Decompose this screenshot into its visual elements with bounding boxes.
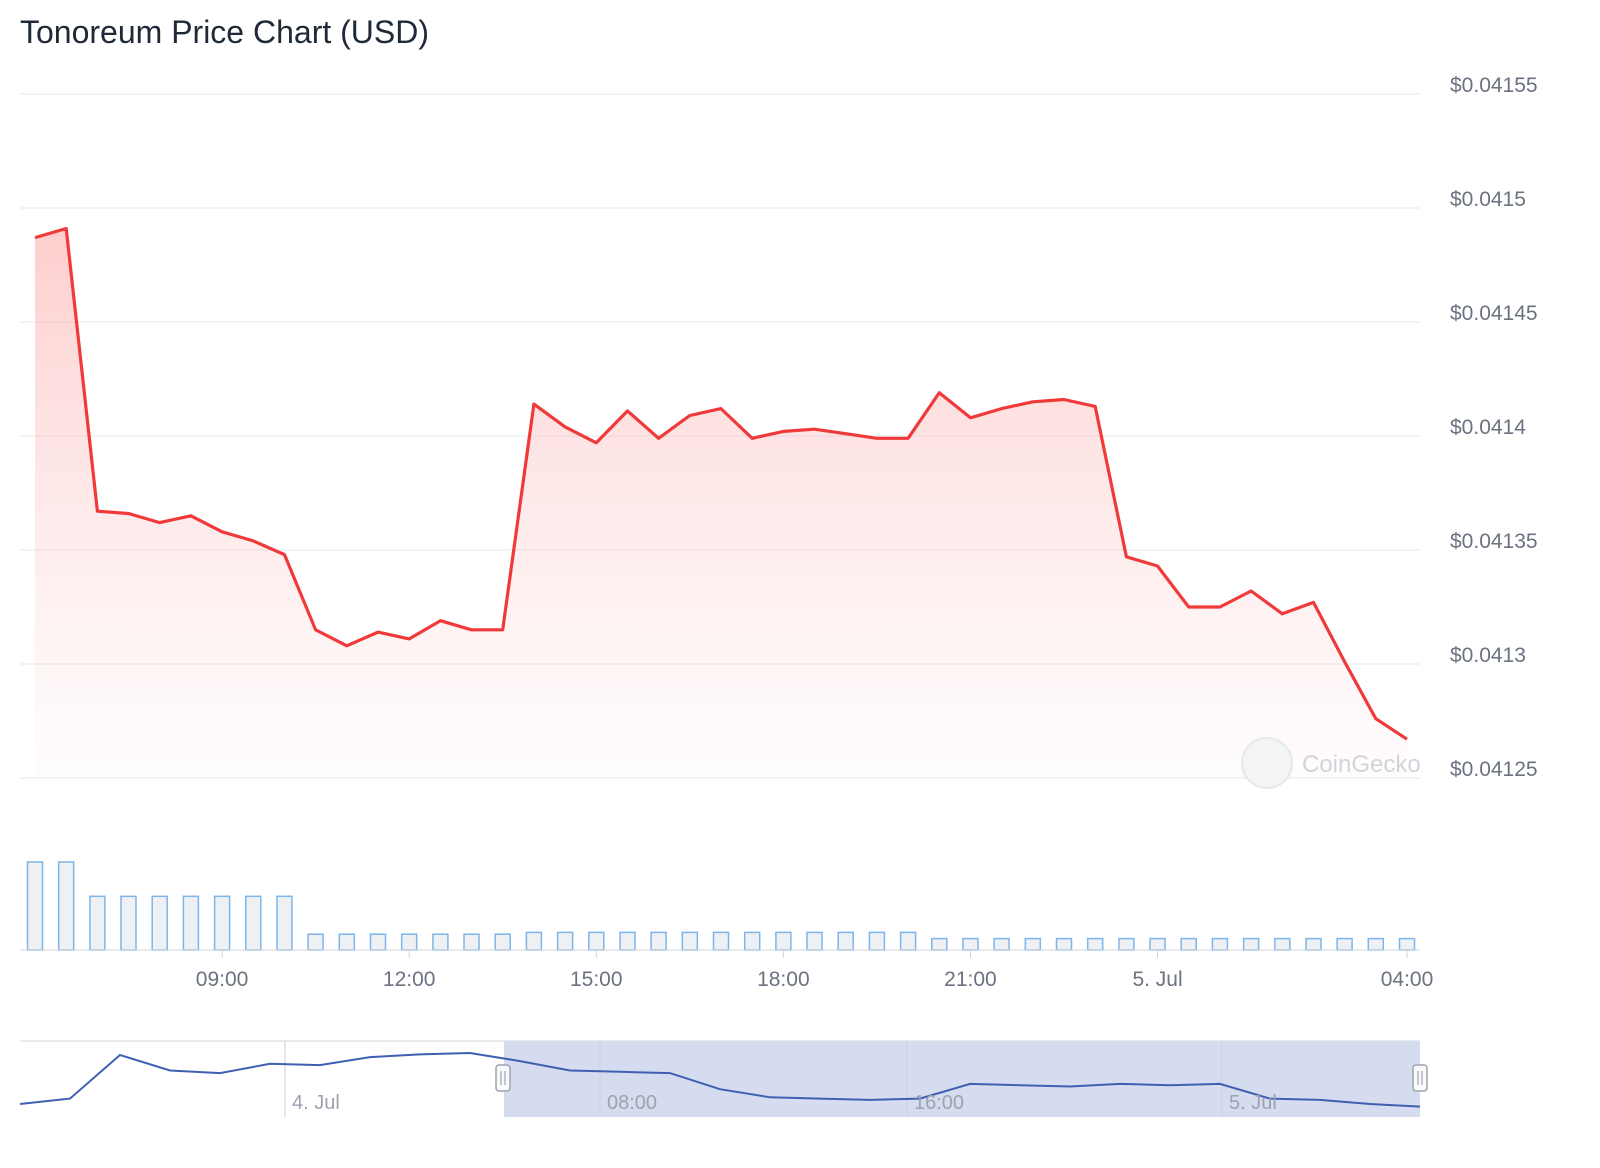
- volume-bar[interactable]: [338, 933, 356, 951]
- x-tick-label: 18:00: [757, 968, 810, 991]
- volume-bar[interactable]: [931, 937, 948, 951]
- volume-bar[interactable]: [1211, 937, 1229, 951]
- volume-bar[interactable]: [1336, 937, 1353, 951]
- volume-bar[interactable]: [712, 931, 730, 951]
- x-tick-label: 5. Jul: [1132, 968, 1182, 991]
- volume-bar[interactable]: [276, 895, 293, 951]
- volume-bar[interactable]: [400, 933, 418, 951]
- volume-bar[interactable]: [806, 931, 823, 951]
- volume-bar[interactable]: [1305, 937, 1322, 951]
- volume-bar[interactable]: [213, 895, 231, 951]
- volume-bar[interactable]: [1274, 937, 1291, 951]
- volume-bar[interactable]: [743, 931, 761, 951]
- volume-bar[interactable]: [1149, 937, 1166, 951]
- volume-bar[interactable]: [57, 861, 75, 951]
- volume-bar[interactable]: [120, 895, 137, 951]
- volume-bar[interactable]: [650, 931, 667, 951]
- volume-bar[interactable]: [681, 931, 699, 951]
- price-line[interactable]: [34, 226, 1408, 741]
- volume-bar[interactable]: [775, 931, 792, 951]
- x-axis: 09:00 12:00 15:00 18:00 21:00 5. Jul 04:00: [196, 950, 1433, 991]
- volume-bar[interactable]: [494, 933, 511, 951]
- navigator-tick-label: 08:00: [607, 1092, 657, 1114]
- navigator-right-handle[interactable]: [1412, 1064, 1428, 1092]
- volume-bar[interactable]: [868, 931, 886, 951]
- volume-bar[interactable]: [993, 937, 1010, 951]
- volume-bar[interactable]: [26, 861, 44, 951]
- volume-bar[interactable]: [1242, 937, 1260, 951]
- y-tick-label: $0.04125: [1450, 758, 1538, 781]
- volume-bar[interactable]: [432, 933, 449, 951]
- volume-bar[interactable]: [837, 931, 854, 951]
- volume-bar[interactable]: [245, 895, 262, 951]
- navigator-line: [19, 1051, 1421, 1108]
- navigator-tick-label: 16:00: [914, 1092, 964, 1114]
- y-tick-label: $0.0415: [1450, 188, 1526, 211]
- navigator-tick-label: 4. Jul: [292, 1092, 340, 1114]
- volume-bar[interactable]: [369, 933, 387, 951]
- x-tick-label: 12:00: [383, 968, 436, 991]
- y-tick-label: $0.04155: [1450, 74, 1538, 97]
- volume-bar[interactable]: [182, 895, 200, 951]
- volume-bar[interactable]: [962, 937, 979, 951]
- gecko-logo-icon: [1241, 737, 1293, 789]
- volume-bar[interactable]: [1398, 937, 1416, 951]
- price-area: [35, 228, 1407, 778]
- watermark-text: CoinGecko: [1302, 751, 1421, 778]
- volume-bar[interactable]: [1024, 937, 1042, 951]
- volume-bar[interactable]: [588, 931, 605, 951]
- volume-bar[interactable]: [151, 895, 168, 951]
- navigator-left-handle[interactable]: [495, 1064, 511, 1092]
- y-tick-label: $0.04135: [1450, 530, 1538, 553]
- volume-bar[interactable]: [307, 933, 324, 951]
- volume-bar[interactable]: [619, 931, 636, 951]
- x-tick-label: 15:00: [570, 968, 623, 991]
- x-tick-label: 09:00: [196, 968, 249, 991]
- navigator-selection[interactable]: [504, 1041, 1420, 1117]
- volume-bar[interactable]: [899, 931, 917, 951]
- volume-bars: [26, 861, 1416, 951]
- volume-bar[interactable]: [1367, 937, 1385, 951]
- volume-bar[interactable]: [1180, 937, 1197, 951]
- y-axis: $0.04125 $0.0413 $0.04135 $0.0414 $0.04145 $0…: [1450, 74, 1538, 781]
- volume-bar[interactable]: [463, 933, 480, 951]
- y-tick-label: $0.04145: [1450, 302, 1538, 325]
- volume-bar[interactable]: [1118, 937, 1135, 951]
- navigator-grid: [284, 1041, 1223, 1117]
- volume-bar[interactable]: [525, 931, 543, 951]
- x-tick-label: 04:00: [1381, 968, 1434, 991]
- chart-title: Tonoreum Price Chart (USD): [20, 14, 429, 50]
- y-tick-label: $0.0413: [1450, 644, 1526, 667]
- x-tick-label: 21:00: [944, 968, 997, 991]
- volume-bar[interactable]: [1086, 937, 1104, 951]
- volume-bar[interactable]: [1055, 937, 1073, 951]
- navigator-ticks: 4. Jul 08:00 16:00 5. Jul: [292, 1092, 1277, 1114]
- volume-bar[interactable]: [89, 895, 106, 951]
- navigator[interactable]: 4. Jul 08:00 16:00 5. Jul: [19, 1040, 1428, 1117]
- y-tick-label: $0.0414: [1450, 416, 1526, 439]
- navigator-tick-label: 5. Jul: [1229, 1092, 1277, 1114]
- volume-bar[interactable]: [556, 931, 574, 951]
- coingecko-watermark: CoinGecko: [1241, 737, 1421, 789]
